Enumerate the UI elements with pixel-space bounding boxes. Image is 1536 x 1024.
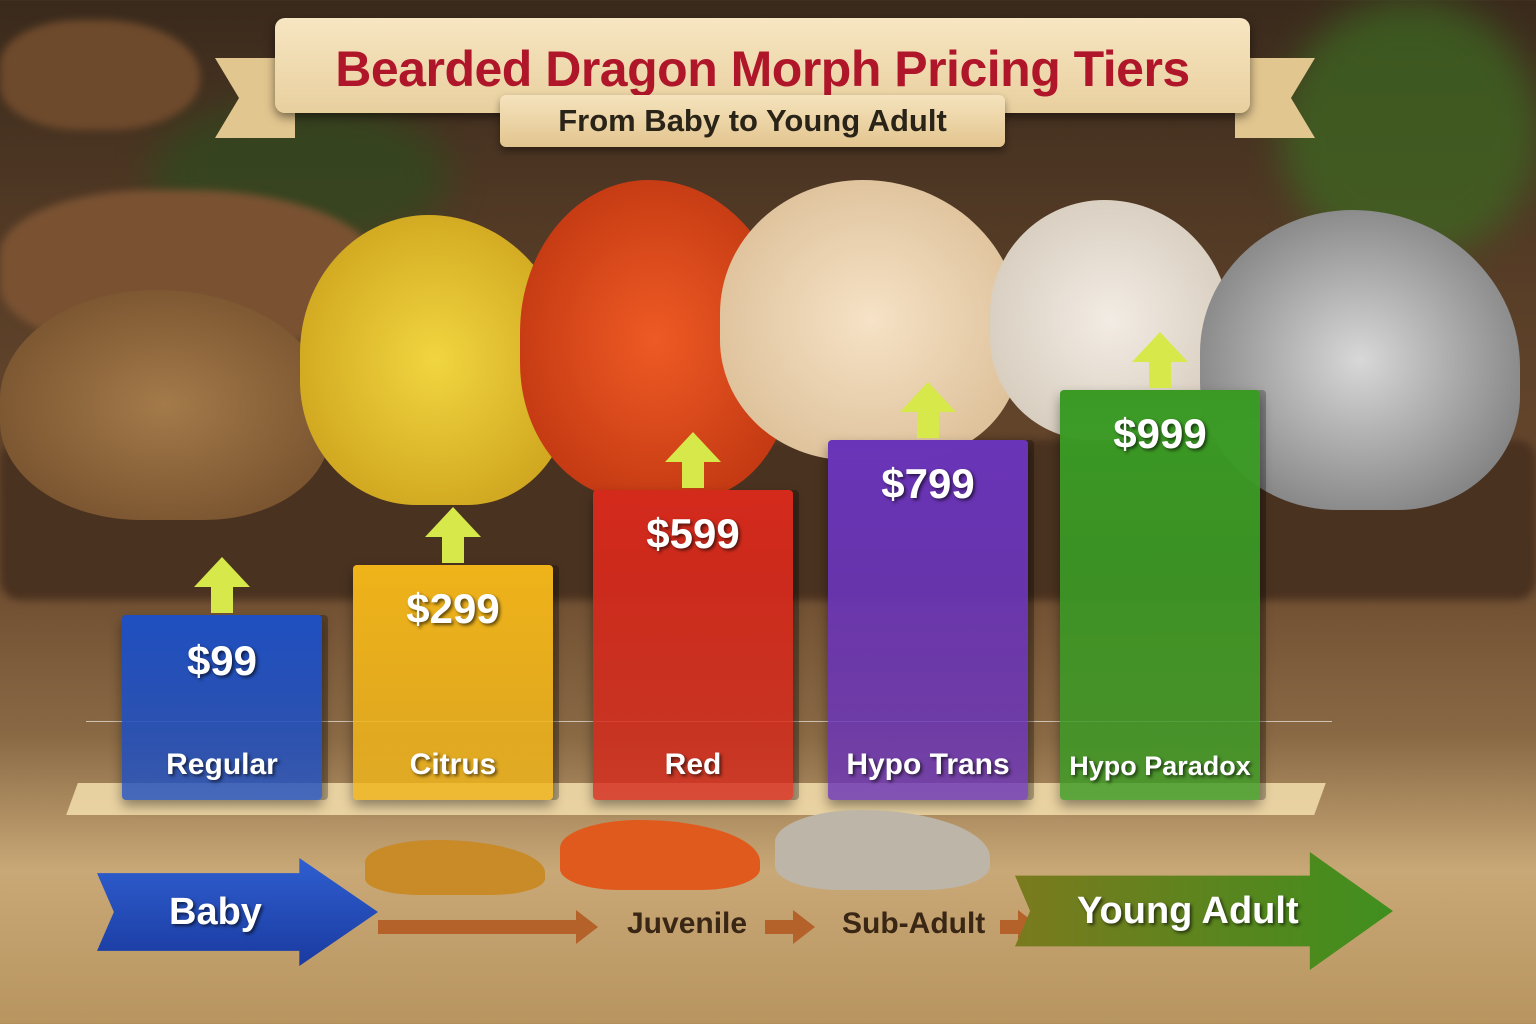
up-arrow-icon (665, 432, 721, 463)
up-arrow-stem (1149, 360, 1171, 389)
bar-regular: $99 Regular (122, 557, 322, 800)
baby-lizard-icon (365, 840, 545, 895)
bar-value-label: $299 (406, 585, 500, 633)
up-arrow-icon (194, 557, 250, 588)
up-arrow-stem (442, 535, 464, 564)
bar-value-label: $999 (1113, 410, 1207, 458)
bar-category-label: Hypo Paradox (1069, 751, 1251, 781)
juvenile-lizard-icon (560, 820, 760, 890)
bar-hypo-paradox: $999 Hypo Paradox (1060, 332, 1260, 800)
bar-category-label: Regular (166, 748, 278, 781)
stage-baby-arrow: Baby (97, 858, 378, 966)
bar-value-label: $99 (186, 637, 258, 685)
bar-value-label: $599 (646, 510, 740, 558)
stage-young-adult-label: Young Adult (1077, 889, 1299, 932)
bar-category-label: Hypo Trans (846, 748, 1010, 781)
stage-young-adult-arrow: Young Adult (1015, 852, 1393, 970)
rock (0, 20, 200, 130)
stage-arrow (1000, 910, 1040, 944)
stage-arrow (765, 910, 815, 944)
stage-subadult-label: Sub-Adult (842, 907, 986, 940)
stage-juvenile-label: Juvenile (627, 907, 748, 940)
subtitle-banner: From Baby to Young Adult (500, 95, 1005, 147)
chart-title: Bearded Dragon Morph Pricing Tiers (335, 41, 1190, 97)
stage-baby-label: Baby (169, 890, 262, 933)
up-arrow-icon (900, 382, 956, 413)
bar-category-label: Citrus (409, 748, 497, 781)
bar-hypo-trans: $799 Hypo Trans (828, 382, 1028, 800)
up-arrow-stem (211, 585, 233, 614)
lizard-regular-image (0, 290, 330, 520)
chart-subtitle: From Baby to Young Adult (558, 103, 947, 138)
up-arrow-stem (917, 410, 939, 439)
subadult-lizard-icon (775, 810, 990, 890)
bar-value-label: $799 (881, 460, 975, 508)
bar-citrus: $299 Citrus (353, 507, 553, 800)
stage-arrow (378, 910, 598, 944)
up-arrow-icon (425, 507, 481, 538)
bar-red: $599 Red (593, 432, 793, 800)
bar-category-label: Red (664, 748, 722, 781)
up-arrow-icon (1132, 332, 1188, 363)
up-arrow-stem (682, 460, 704, 489)
lizard-hypo-trans-image (720, 180, 1020, 460)
